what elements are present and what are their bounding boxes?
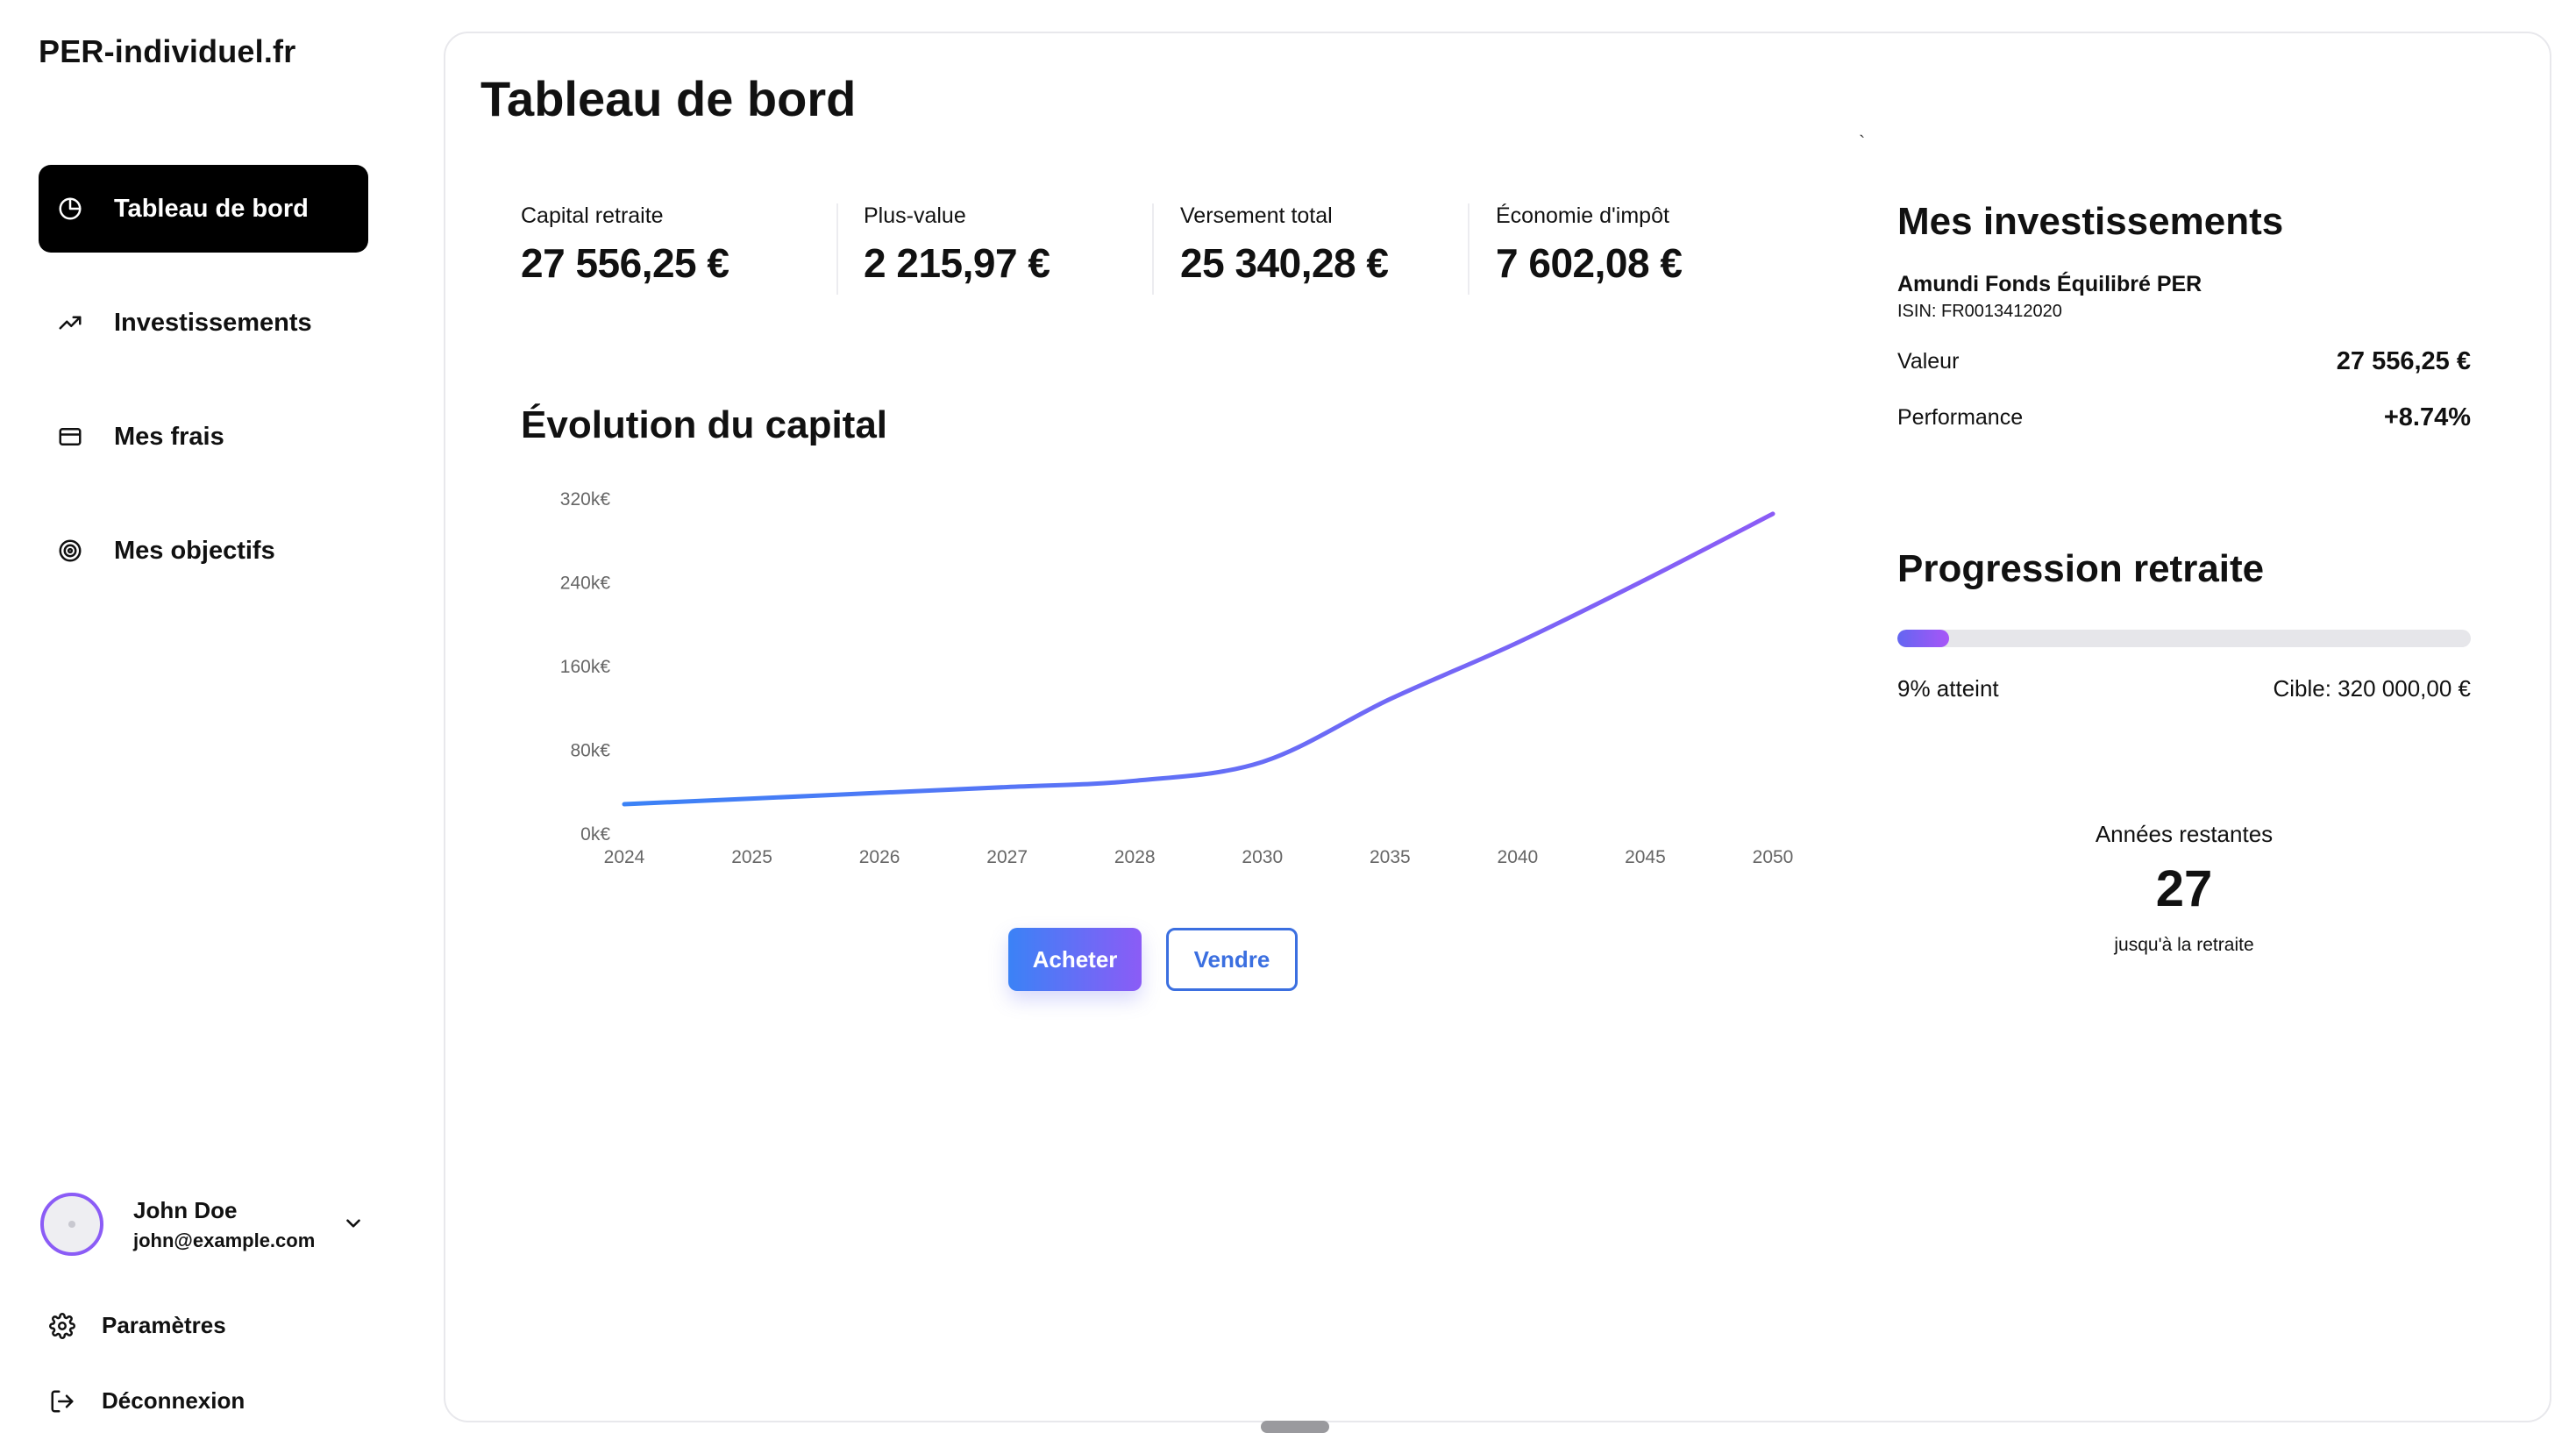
- progress-reached: 9% atteint: [1897, 675, 1999, 702]
- investments-title: Mes investissements: [1897, 200, 2284, 243]
- stat-label: Capital retraite: [521, 203, 664, 228]
- settings-link[interactable]: Paramètres: [49, 1312, 226, 1339]
- stat-value: 2 215,97 €: [864, 240, 1050, 286]
- buy-button[interactable]: Acheter: [1008, 928, 1142, 991]
- progress-target: Cible: 320 000,00 €: [2273, 675, 2471, 702]
- user-name: John Doe: [133, 1196, 238, 1223]
- main-panel: [444, 32, 2551, 1422]
- data-point: [1260, 759, 1265, 765]
- brand-logo[interactable]: PER-individuel.fr: [39, 33, 296, 69]
- capital-evolution-chart: 0k€ 80k€ 160k€ 240k€ 320k€ 2024 2025 2026 2027 20…: [560, 489, 1794, 867]
- x-tick-label: 2026: [859, 847, 900, 867]
- fund-performance-label: Performance: [1897, 405, 2024, 430]
- stray-mark: `: [1859, 132, 1866, 153]
- x-tick-label: 2025: [731, 847, 772, 867]
- fund-performance-row: Performance +8.74%: [1897, 403, 2471, 432]
- sidebar-item-mes-objectifs[interactable]: Mes objectifs: [39, 507, 368, 595]
- sidebar-item-mes-frais[interactable]: Mes frais: [39, 393, 368, 481]
- stat-economie-impot: Économie d'impôt 7 602,08 €: [1496, 203, 1683, 295]
- x-tick-label: 2040: [1498, 847, 1539, 867]
- stat-divider: [1468, 203, 1469, 295]
- x-tick-label: 2050: [1753, 847, 1794, 867]
- stat-divider: [1152, 203, 1154, 295]
- pie-chart-icon: [51, 189, 89, 228]
- data-point: [750, 796, 755, 802]
- years-remaining-sub: jusqu'à la retraite: [2114, 935, 2254, 955]
- fund-performance: +8.74%: [2383, 403, 2471, 431]
- x-tick-label: 2024: [604, 847, 645, 867]
- y-tick-label: 320k€: [560, 489, 611, 510]
- logout-label: Déconnexion: [102, 1387, 246, 1414]
- scroll-handle[interactable]: [1261, 1421, 1329, 1433]
- credit-card-icon: [51, 417, 89, 456]
- retirement-progress-bar: [1897, 630, 2471, 647]
- data-point: [1770, 511, 1775, 517]
- stat-value: 7 602,08 €: [1496, 240, 1683, 286]
- logout-icon: [51, 1390, 74, 1412]
- stat-value: 27 556,25 €: [521, 240, 729, 286]
- sidebar-item-investissements[interactable]: Investissements: [39, 279, 368, 367]
- x-tick-label: 2035: [1370, 847, 1411, 867]
- sidebar-item-label: Tableau de bord: [114, 194, 309, 223]
- settings-label: Paramètres: [102, 1312, 226, 1338]
- y-tick-label: 0k€: [580, 824, 610, 845]
- fund-value: 27 556,25 €: [2336, 347, 2471, 375]
- gear-icon: [49, 1312, 75, 1339]
- y-tick-label: 80k€: [570, 741, 610, 761]
- chart-title: Évolution du capital: [521, 403, 888, 446]
- years-remaining-label: Années restantes: [2095, 821, 2274, 847]
- stat-divider: [836, 203, 838, 295]
- progress-info: 9% atteint Cible: 320 000,00 €: [1897, 675, 2471, 702]
- user-menu[interactable]: John Doe john@example.com: [40, 1191, 374, 1258]
- stat-label: Plus-value: [864, 203, 966, 228]
- data-point: [877, 790, 882, 795]
- stat-capital-retraite: Capital retraite 27 556,25 €: [521, 203, 729, 295]
- trending-up-icon: [51, 303, 89, 342]
- data-point: [1005, 784, 1010, 789]
- capital-series-line: [622, 511, 1775, 807]
- data-point: [1132, 778, 1137, 783]
- sidebar-item-tableau-de-bord[interactable]: Tableau de bord: [39, 165, 368, 253]
- sidebar-item-label: Mes frais: [114, 422, 224, 451]
- x-tick-label: 2027: [986, 847, 1028, 867]
- sell-button[interactable]: Vendre: [1166, 928, 1298, 991]
- y-tick-label: 160k€: [560, 657, 611, 677]
- page-title: Tableau de bord: [480, 71, 857, 126]
- data-point: [1642, 577, 1647, 582]
- stat-versement-total: Versement total 25 340,28 €: [1180, 203, 1389, 295]
- chevron-down-icon[interactable]: [342, 1212, 365, 1235]
- fund-value-label: Valeur: [1897, 349, 1960, 374]
- data-point: [622, 802, 627, 807]
- fund-value-row: Valeur 27 556,25 €: [1897, 347, 2471, 376]
- sidebar-item-label: Investissements: [114, 308, 312, 337]
- fund-isin: ISIN: FR0013412020: [1897, 302, 2062, 321]
- progress-fill: [1897, 630, 1949, 647]
- x-tick-label: 2045: [1625, 847, 1666, 867]
- progression-title: Progression retraite: [1897, 547, 2265, 590]
- data-point: [1387, 696, 1392, 702]
- years-remaining-value: 27: [2155, 860, 2213, 917]
- y-tick-label: 240k€: [560, 574, 611, 594]
- stat-label: Versement total: [1180, 203, 1333, 228]
- sidebar-item-label: Mes objectifs: [114, 536, 275, 565]
- data-point: [1515, 640, 1520, 645]
- stat-plus-value: Plus-value 2 215,97 €: [864, 203, 1050, 295]
- target-icon: [51, 531, 89, 570]
- x-tick-label: 2030: [1242, 847, 1283, 867]
- logout-link[interactable]: Déconnexion: [49, 1387, 245, 1415]
- user-email: john@example.com: [133, 1229, 316, 1251]
- x-tick-label: 2028: [1114, 847, 1156, 867]
- stat-value: 25 340,28 €: [1180, 240, 1389, 286]
- fund-name: Amundi Fonds Équilibré PER: [1897, 272, 2202, 296]
- avatar: [40, 1193, 103, 1256]
- stat-label: Économie d'impôt: [1496, 203, 1669, 228]
